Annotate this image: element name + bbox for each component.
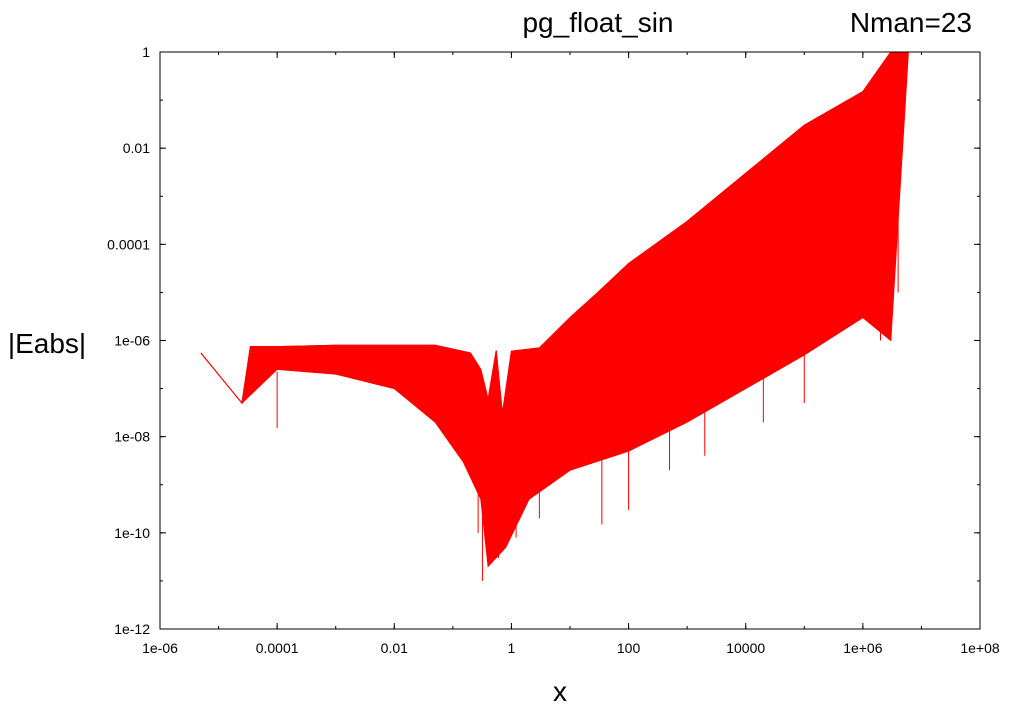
y-tick-label: 0.0001 xyxy=(107,236,150,252)
x-tick-label: 0.0001 xyxy=(256,640,299,656)
series-layer xyxy=(200,52,909,581)
y-tick-label: 1e-12 xyxy=(114,621,150,637)
y-axis-title: |Eabs| xyxy=(8,328,86,359)
x-tick-label: 10000 xyxy=(726,640,765,656)
series-0-upper-line xyxy=(200,52,909,414)
chart-title: pg_float_sin xyxy=(522,7,673,38)
x-tick-label: 1 xyxy=(508,640,516,656)
y-tick-label: 1e-08 xyxy=(114,429,150,445)
x-tick-label: 0.01 xyxy=(381,640,408,656)
y-tick-label: 1 xyxy=(142,44,150,60)
y-tick-label: 1e-06 xyxy=(114,333,150,349)
y-tick-label: 0.01 xyxy=(123,140,150,156)
x-tick-label: 100 xyxy=(617,640,641,656)
chart-subtitle: Nman=23 xyxy=(850,7,972,38)
x-axis-title: x xyxy=(553,676,567,707)
x-tick-label: 1e+08 xyxy=(960,640,1000,656)
y-axis: 1e-12 1e-10 1e-08 1e-06 0.0001 0.01 1 xyxy=(107,44,980,637)
y-tick-label: 1e-10 xyxy=(114,525,150,541)
x-tick-label: 1e-06 xyxy=(142,640,178,656)
x-axis: 1e-06 0.0001 0.01 1 100 10000 1e+06 1e+08 xyxy=(142,52,1000,656)
x-tick-label: 1e+06 xyxy=(843,640,883,656)
